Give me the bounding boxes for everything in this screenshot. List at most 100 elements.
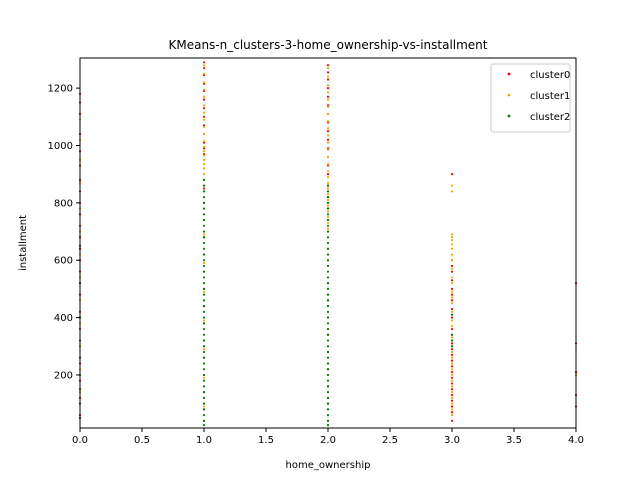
y-tick-label: 400 — [54, 313, 73, 324]
data-point — [202, 61, 206, 64]
data-point — [202, 125, 206, 128]
data-point — [326, 130, 330, 133]
x-axis-label: home_ownership — [286, 460, 371, 471]
data-point — [450, 405, 454, 408]
data-point — [326, 327, 330, 331]
data-point — [450, 264, 454, 268]
data-point — [450, 233, 454, 236]
data-point — [326, 322, 330, 325]
data-point — [202, 376, 206, 379]
data-point — [326, 350, 330, 354]
data-point — [202, 66, 206, 70]
data-point — [326, 356, 330, 359]
data-point — [450, 365, 454, 368]
data-point — [202, 173, 206, 176]
data-point — [326, 213, 330, 216]
data-point — [450, 302, 454, 305]
data-point — [326, 368, 330, 371]
data-point — [450, 236, 454, 239]
data-point — [450, 239, 454, 242]
data-point — [202, 247, 206, 250]
data-point — [450, 368, 454, 371]
y-tick-label: 600 — [54, 256, 73, 267]
data-point — [202, 233, 206, 236]
data-point — [326, 218, 330, 222]
data-point — [450, 287, 454, 290]
data-point — [326, 362, 330, 365]
data-point — [202, 207, 206, 210]
data-point — [326, 391, 330, 394]
data-point — [450, 299, 454, 302]
data-point — [450, 325, 454, 328]
data-point — [202, 282, 206, 285]
data-point — [326, 112, 330, 116]
data-point — [326, 98, 330, 101]
y-axis-ticks: 200 400 600 800 1000 1200 — [48, 84, 80, 381]
data-point — [326, 201, 330, 204]
data-point — [326, 170, 330, 173]
data-point — [450, 376, 454, 379]
y-tick-label: 200 — [54, 370, 73, 381]
data-point — [450, 319, 454, 322]
data-point — [202, 333, 206, 336]
data-point — [450, 362, 454, 365]
x-tick-label: 2.5 — [382, 435, 398, 446]
data-point — [450, 345, 454, 348]
data-point — [450, 327, 454, 331]
data-point — [202, 236, 206, 239]
data-point — [202, 350, 206, 354]
data-point — [450, 316, 454, 319]
data-point — [326, 221, 330, 225]
legend-label-cluster0: cluster0 — [530, 70, 570, 81]
data-point — [450, 282, 454, 285]
y-tick-label: 1200 — [48, 84, 73, 95]
data-point — [326, 241, 330, 245]
data-point — [450, 419, 454, 422]
data-point — [326, 120, 330, 123]
data-point — [450, 290, 454, 293]
y-tick-label: 800 — [54, 198, 73, 209]
data-point — [202, 310, 206, 313]
data-point — [202, 184, 206, 187]
legend-marker-cluster2 — [507, 114, 511, 118]
data-point — [326, 316, 330, 319]
data-point — [202, 290, 206, 293]
data-point — [326, 379, 330, 382]
data-point — [450, 307, 454, 311]
data-point — [202, 132, 206, 136]
data-point — [202, 405, 206, 408]
data-point — [202, 261, 206, 265]
data-point — [450, 243, 454, 246]
data-point — [326, 184, 330, 187]
data-point — [450, 333, 454, 336]
data-point — [202, 115, 206, 118]
data-point — [326, 224, 330, 227]
data-point — [326, 402, 330, 405]
data-point — [202, 356, 206, 359]
data-point — [202, 385, 206, 388]
data-point — [326, 253, 330, 256]
data-point — [326, 305, 330, 308]
legend-label-cluster2: cluster2 — [530, 112, 570, 123]
data-point — [202, 424, 206, 427]
data-point — [326, 175, 330, 179]
data-point — [202, 150, 206, 153]
data-point — [202, 167, 206, 170]
data-point — [326, 396, 330, 399]
data-point — [202, 163, 206, 166]
data-point — [450, 348, 454, 351]
data-point — [202, 98, 206, 101]
data-point — [450, 350, 454, 354]
data-point — [450, 402, 454, 405]
data-point — [326, 84, 330, 87]
data-point — [326, 173, 330, 176]
data-point — [202, 88, 206, 91]
data-point — [326, 333, 330, 336]
data-point — [326, 210, 330, 213]
y-axis-label: installment — [18, 215, 29, 271]
data-point — [450, 411, 454, 414]
data-point — [202, 72, 206, 75]
data-point — [202, 287, 206, 290]
data-point — [450, 388, 454, 391]
